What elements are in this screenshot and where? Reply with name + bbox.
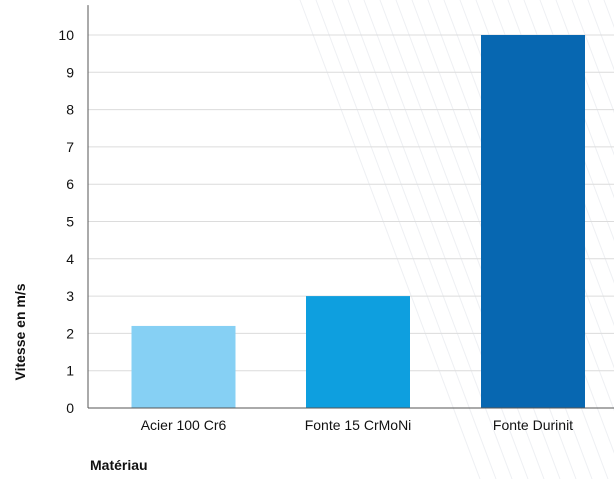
y-tick-label: 6 [66, 176, 74, 192]
hatch-line [299, 0, 481, 479]
x-category-labels: Acier 100 Cr6 Fonte 15 CrMoNi Fonte Durini… [141, 417, 573, 433]
bar-2 [306, 296, 410, 408]
y-tick-label: 8 [66, 102, 74, 118]
y-axis-title: Vitesse en m/s [12, 283, 28, 380]
bar-1 [131, 325, 236, 408]
x-category-label: Fonte Durinit [493, 417, 573, 433]
hatch-line [555, 0, 614, 156]
x-category-label: Acier 100 Cr6 [141, 417, 227, 433]
y-tick-label: 9 [66, 64, 74, 80]
y-tick-label: 4 [66, 251, 74, 267]
y-tick-label: 10 [58, 27, 74, 43]
y-tick-label: 0 [66, 400, 74, 416]
x-axis-title: Matériau [90, 457, 148, 473]
y-tick-label: 3 [66, 288, 74, 304]
x-category-label: Fonte 15 CrMoNi [305, 417, 412, 433]
bar-layer [131, 35, 585, 408]
y-tick-labels: 0 1 2 3 4 5 6 7 8 9 10 [58, 27, 74, 416]
y-tick-label: 5 [66, 214, 74, 230]
hatch-line [571, 0, 614, 114]
y-tick-label: 1 [66, 363, 74, 379]
y-tick-label: 2 [66, 325, 74, 341]
y-tick-label: 7 [66, 139, 74, 155]
bar-3 [481, 35, 585, 408]
hatch-line [315, 0, 497, 479]
axis-layer [87, 5, 614, 409]
